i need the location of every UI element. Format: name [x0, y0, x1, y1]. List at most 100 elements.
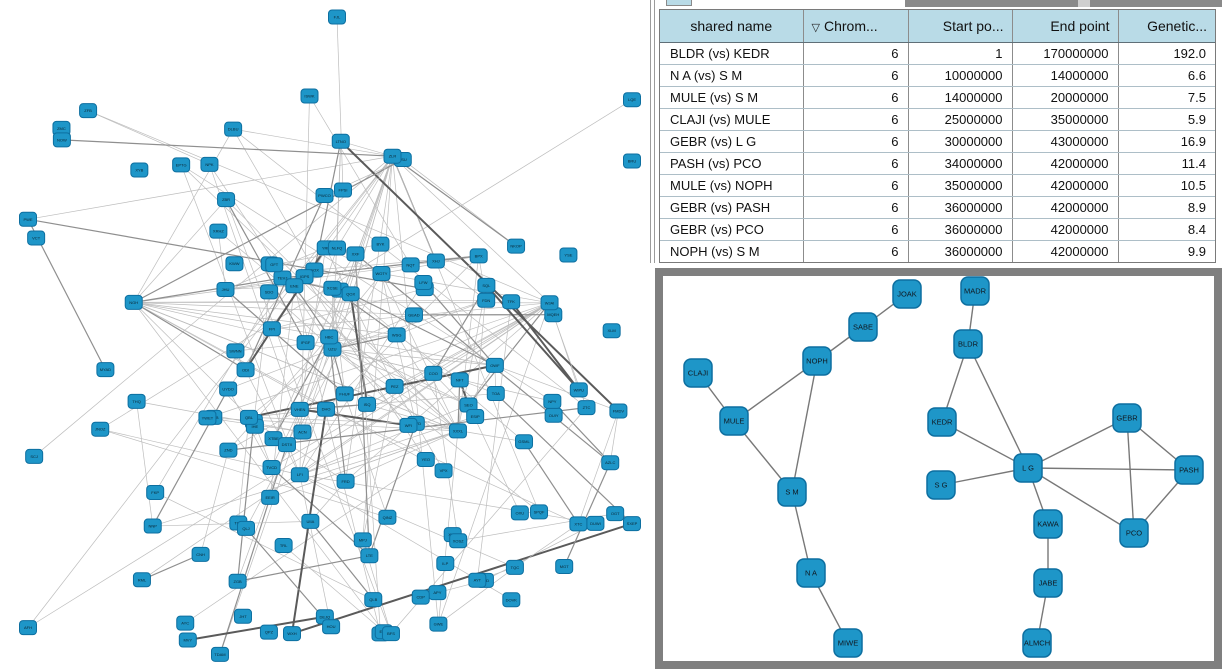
network-node[interactable]: OUIY: [544, 407, 563, 423]
network-node[interactable]: XTC: [569, 516, 588, 532]
network-edge[interactable]: [1126, 417, 1135, 534]
panel-splitter[interactable]: [654, 0, 655, 263]
scrollbar-thumb-fragment[interactable]: [1078, 0, 1090, 7]
panel-splitter[interactable]: [650, 0, 651, 263]
network-node[interactable]: NGH: [124, 294, 143, 310]
network-node[interactable]: QPZ: [259, 624, 278, 640]
network-node[interactable]: WOTY: [372, 266, 391, 282]
right-network-canvas[interactable]: JOAK SABE MADR BLDR NOPH CLAJI MULE KEDR GEBR L G…: [663, 276, 1214, 661]
network-node[interactable]: LQE: [623, 92, 641, 108]
table-row[interactable]: NOPH (vs) S M 6 36000000 42000000 9.9: [660, 240, 1215, 262]
network-node[interactable]: EEIR: [261, 489, 280, 505]
network-node[interactable]: QOX: [341, 286, 360, 302]
network-node[interactable]: CDP: [411, 589, 430, 605]
table-row[interactable]: N A (vs) S M 6 10000000 14000000 6.6: [660, 64, 1215, 87]
table-row[interactable]: MULE (vs) NOPH 6 35000000 42000000 10.5: [660, 174, 1215, 197]
network-node[interactable]: VPX: [434, 463, 453, 479]
network-node[interactable]: ZTC: [577, 400, 596, 416]
network-node[interactable]: ACN: [293, 424, 312, 440]
network-edge[interactable]: [1027, 417, 1128, 469]
network-node[interactable]: SCJ: [25, 448, 44, 464]
network-node[interactable]: IPGF: [296, 335, 315, 351]
network-node[interactable]: ISWK: [300, 88, 319, 104]
network-node[interactable]: QBL: [239, 409, 258, 425]
network-node[interactable]: GSML: [515, 434, 534, 450]
network-node[interactable]: FPI: [262, 321, 281, 337]
network-node[interactable]: GWE: [429, 616, 448, 632]
network-node[interactable]: MGT: [555, 558, 574, 574]
network-node[interactable]: MULE: [719, 406, 749, 436]
network-node[interactable]: TVCD: [262, 460, 281, 476]
table-row[interactable]: GEBR (vs) L G 6 30000000 43000000 16.9: [660, 130, 1215, 153]
network-node[interactable]: UYDO: [219, 381, 238, 397]
network-node[interactable]: YSE: [559, 247, 578, 263]
network-node[interactable]: NPY: [543, 393, 562, 409]
network-node[interactable]: SEO: [459, 397, 478, 413]
network-node[interactable]: BFS: [381, 626, 400, 642]
network-node[interactable]: GEAD: [404, 307, 423, 323]
column-header[interactable]: End point: [1012, 10, 1119, 43]
network-node[interactable]: SQL: [477, 277, 496, 293]
network-node[interactable]: TFK: [502, 294, 521, 310]
network-node[interactable]: DSTX: [277, 437, 296, 453]
network-node[interactable]: GFT: [265, 257, 284, 273]
network-node[interactable]: NKOP: [507, 238, 526, 254]
network-node[interactable]: LFW: [414, 275, 433, 291]
network-node[interactable]: MYAD: [96, 362, 115, 378]
network-edge[interactable]: [1027, 467, 1135, 534]
network-node[interactable]: ZLR: [383, 148, 402, 164]
network-node[interactable]: WJAI: [540, 295, 559, 311]
network-node[interactable]: THQ: [127, 393, 146, 409]
network-node[interactable]: VCT: [27, 230, 46, 246]
network-node[interactable]: N A: [796, 558, 826, 588]
network-node[interactable]: YWET: [198, 410, 217, 426]
network-node[interactable]: PWE: [19, 211, 37, 227]
network-node[interactable]: DUWI: [586, 515, 605, 531]
network-node[interactable]: FKP: [146, 484, 165, 500]
network-node[interactable]: WSG: [387, 327, 406, 343]
network-node[interactable]: MIWE: [833, 628, 863, 658]
network-node[interactable]: AYT: [468, 572, 487, 588]
network-node[interactable]: ESIP: [466, 409, 485, 425]
table-row[interactable]: CLAJI (vs) MULE 6 25000000 35000000 5.9: [660, 108, 1215, 131]
network-node[interactable]: NLFQ: [327, 240, 346, 256]
column-header[interactable]: Genetic...: [1118, 10, 1215, 43]
network-node[interactable]: NFT: [450, 372, 469, 388]
network-node[interactable]: APY: [428, 585, 447, 601]
network-node[interactable]: FMDV: [609, 403, 628, 419]
network-node[interactable]: QINZ: [378, 509, 397, 525]
network-edge[interactable]: [967, 343, 1029, 469]
network-node[interactable]: KAWA: [1033, 509, 1063, 539]
network-node[interactable]: DHO: [317, 401, 336, 417]
table-row[interactable]: GEBR (vs) PASH 6 36000000 42000000 8.9: [660, 196, 1215, 219]
network-node[interactable]: FDN: [477, 292, 496, 308]
network-node[interactable]: OXU: [510, 505, 529, 521]
network-node[interactable]: TQC: [505, 559, 524, 575]
tab-fragment[interactable]: [666, 0, 692, 6]
network-node[interactable]: ALMCH: [1022, 628, 1052, 658]
network-node[interactable]: CLAJI: [683, 358, 713, 388]
network-node[interactable]: PASH: [1174, 455, 1204, 485]
network-node[interactable]: VHEN: [290, 401, 309, 417]
network-node[interactable]: JOAK: [892, 279, 922, 309]
network-node[interactable]: OWF: [485, 357, 504, 373]
network-node[interactable]: KEDR: [927, 407, 957, 437]
network-node[interactable]: CNH: [191, 546, 210, 562]
network-node[interactable]: NQT: [401, 257, 420, 273]
network-node[interactable]: LFI: [290, 467, 309, 483]
table-row[interactable]: PASH (vs) PCO 6 34000000 42000000 11.4: [660, 152, 1215, 175]
network-node[interactable]: XCSE: [323, 280, 342, 296]
network-node[interactable]: HOU: [322, 619, 341, 635]
network-edge[interactable]: [791, 360, 818, 493]
network-node[interactable]: JABE: [1033, 568, 1063, 598]
network-node[interactable]: ODI: [236, 362, 255, 378]
network-node[interactable]: NNP: [143, 518, 162, 534]
network-node[interactable]: XHJ: [426, 253, 445, 269]
network-node[interactable]: BLDR: [953, 329, 983, 359]
network-node[interactable]: JNOZ: [91, 421, 110, 437]
network-node[interactable]: PWCO: [315, 187, 334, 203]
network-node[interactable]: OGT: [606, 506, 625, 522]
network-node[interactable]: SPQF: [530, 504, 549, 520]
network-node[interactable]: SABE: [848, 312, 878, 342]
column-header[interactable]: ▽ Chrom...: [803, 10, 909, 43]
